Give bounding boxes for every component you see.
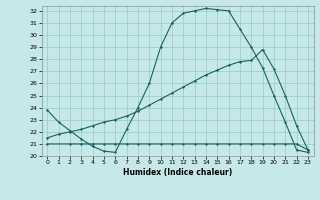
X-axis label: Humidex (Indice chaleur): Humidex (Indice chaleur) bbox=[123, 168, 232, 177]
